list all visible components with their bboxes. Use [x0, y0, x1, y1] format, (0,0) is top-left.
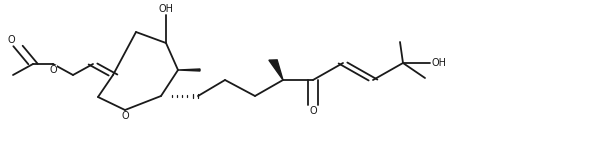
Text: OH: OH	[432, 58, 447, 68]
Text: OH: OH	[159, 4, 173, 14]
Text: O: O	[49, 65, 57, 75]
Text: O: O	[309, 106, 317, 117]
Text: O: O	[121, 111, 129, 121]
Polygon shape	[269, 60, 283, 80]
Polygon shape	[178, 69, 200, 71]
Text: O: O	[7, 35, 15, 45]
